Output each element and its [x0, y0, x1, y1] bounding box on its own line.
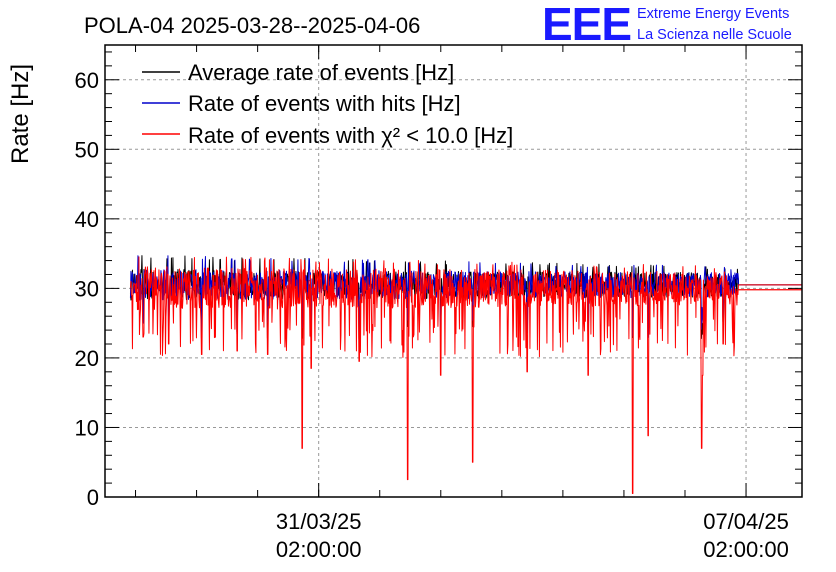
x-tick-label-time: 02:00:00 [276, 537, 362, 562]
x-tick-label-time: 02:00:00 [703, 537, 789, 562]
series-chi2-line [129, 256, 802, 495]
data-series [129, 255, 802, 495]
x-tick-label-date: 31/03/25 [276, 509, 362, 534]
axes-frame [104, 44, 803, 498]
x-tick-label-date: 07/04/25 [703, 509, 789, 534]
y-tick-label: 50 [75, 137, 99, 162]
y-tick-label: 30 [75, 276, 99, 301]
eee-logo: EEE [542, 0, 631, 50]
y-tick-label: 20 [75, 346, 99, 371]
y-tick-label: 10 [75, 415, 99, 440]
chart-title: POLA-04 2025-03-28--2025-04-06 [84, 13, 420, 38]
logo-line-2: La Scienza nelle Scuole [637, 27, 792, 43]
y-tick-labels: 0 10 20 30 40 50 60 [75, 68, 99, 510]
logo-line-1: Extreme Energy Events [637, 6, 789, 22]
plot-frame [104, 44, 803, 498]
y-axis-label: Rate [Hz] [7, 64, 34, 164]
x-tick-labels: 31/03/25 02:00:00 07/04/25 02:00:00 [276, 509, 789, 562]
y-tick-label: 40 [75, 207, 99, 232]
legend-entry-average: Average rate of events [Hz] [188, 60, 454, 85]
legend: Average rate of events [Hz] Rate of even… [142, 60, 513, 148]
y-tick-label: 0 [87, 485, 99, 510]
legend-entry-hits: Rate of events with hits [Hz] [188, 91, 461, 116]
legend-entry-chi2: Rate of events with χ² < 10.0 [Hz] [188, 123, 513, 148]
y-tick-label: 60 [75, 68, 99, 93]
